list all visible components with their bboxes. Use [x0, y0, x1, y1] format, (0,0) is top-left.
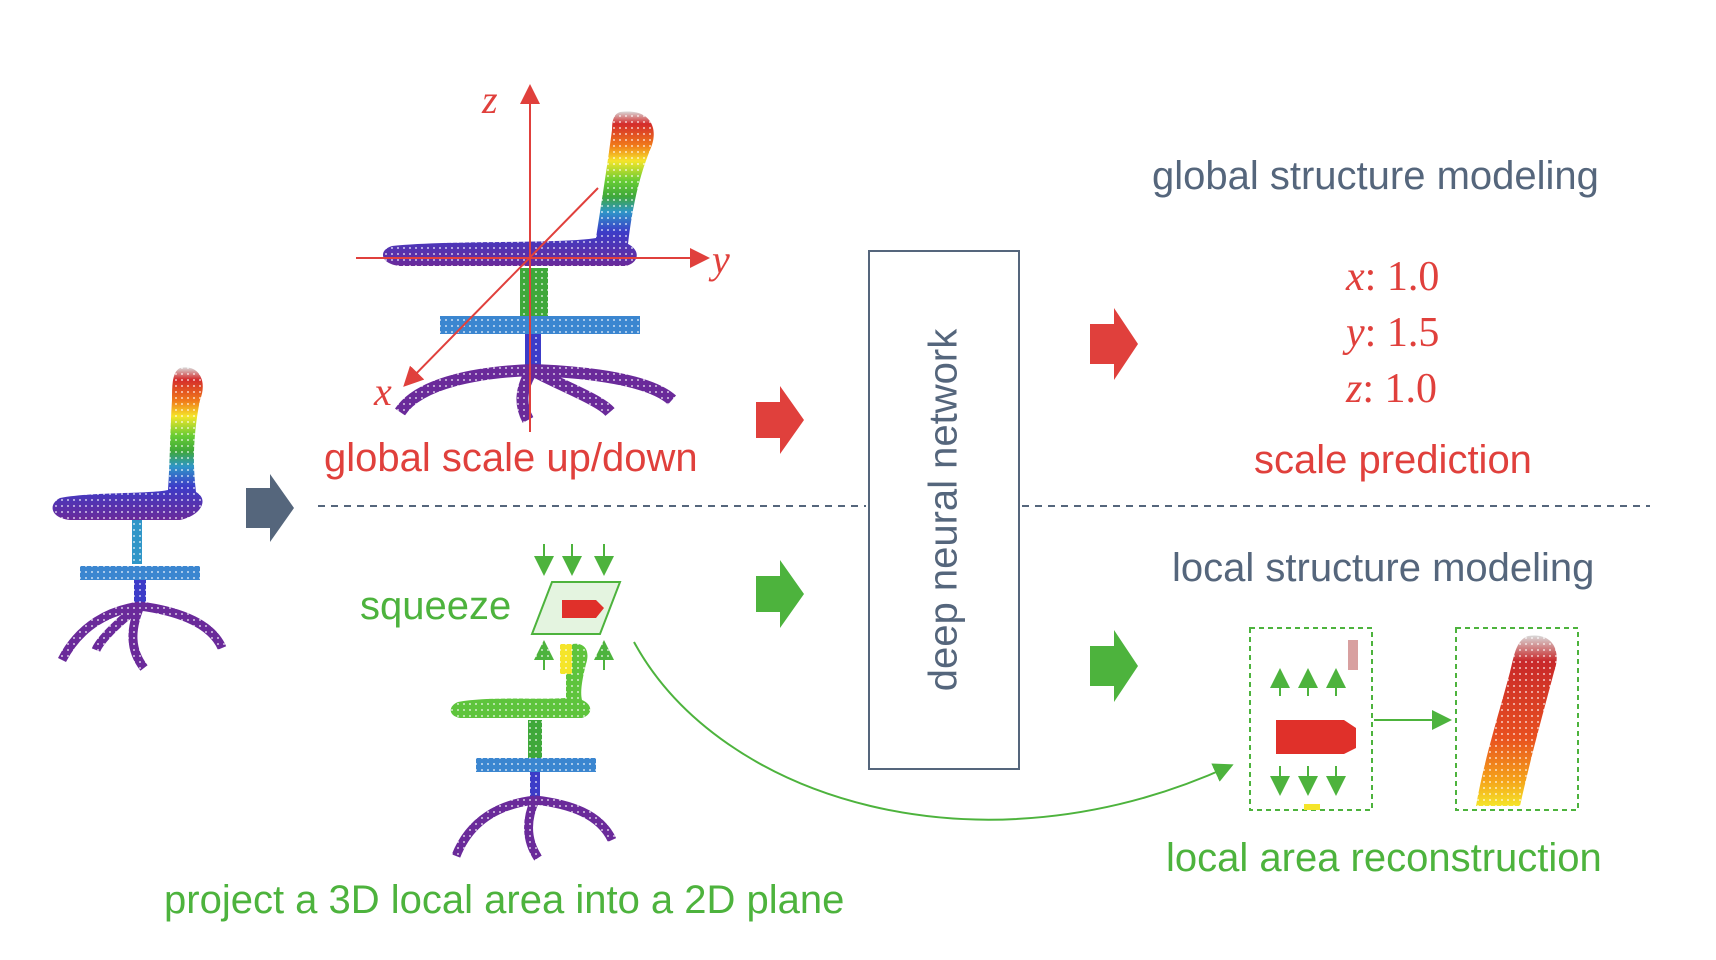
- arrow-right-icon: [246, 474, 294, 542]
- reconstructed-backrest-box: [1455, 627, 1579, 811]
- chair-pointcloud-global: [380, 100, 690, 430]
- arrow-right-icon: [756, 560, 804, 628]
- local-reconstruction-label: local area reconstruction: [1166, 836, 1602, 880]
- chair-pointcloud-local: [440, 640, 620, 861]
- project-label: project a 3D local area into a 2D plane: [164, 878, 845, 922]
- local-modeling-label: local structure modeling: [1172, 546, 1595, 590]
- curved-arrow: [633, 641, 1234, 821]
- scale-prediction-label: scale prediction: [1254, 438, 1532, 482]
- dnn-label: deep neural network: [921, 328, 966, 692]
- arrow-right-icon: [756, 386, 804, 454]
- global-modeling-label: global structure modeling: [1152, 154, 1599, 198]
- global-scale-label: global scale up/down: [324, 436, 698, 480]
- scale-value-z: z: 1.0: [1346, 366, 1438, 412]
- squeeze-plane-icon: [530, 544, 622, 670]
- scale-value-y: y: 1.5: [1346, 310, 1440, 356]
- squeezed-patch-box: [1249, 627, 1373, 811]
- backrest-patch-icon: [562, 600, 604, 618]
- y-axis-label: y: [712, 237, 730, 282]
- squeeze-label: squeeze: [360, 584, 512, 628]
- chair-pointcloud-input: [40, 360, 230, 671]
- backrest-patch-icon: [1276, 720, 1356, 754]
- z-axis-label: z: [482, 77, 498, 122]
- x-axis: [403, 187, 599, 387]
- arrow-right-icon: [1090, 630, 1138, 702]
- x-axis-label: x: [374, 369, 392, 414]
- deep-neural-network-box: deep neural network: [868, 250, 1020, 770]
- scale-value-x: x: 1.0: [1346, 254, 1440, 300]
- arrow-right-icon: [1090, 308, 1138, 380]
